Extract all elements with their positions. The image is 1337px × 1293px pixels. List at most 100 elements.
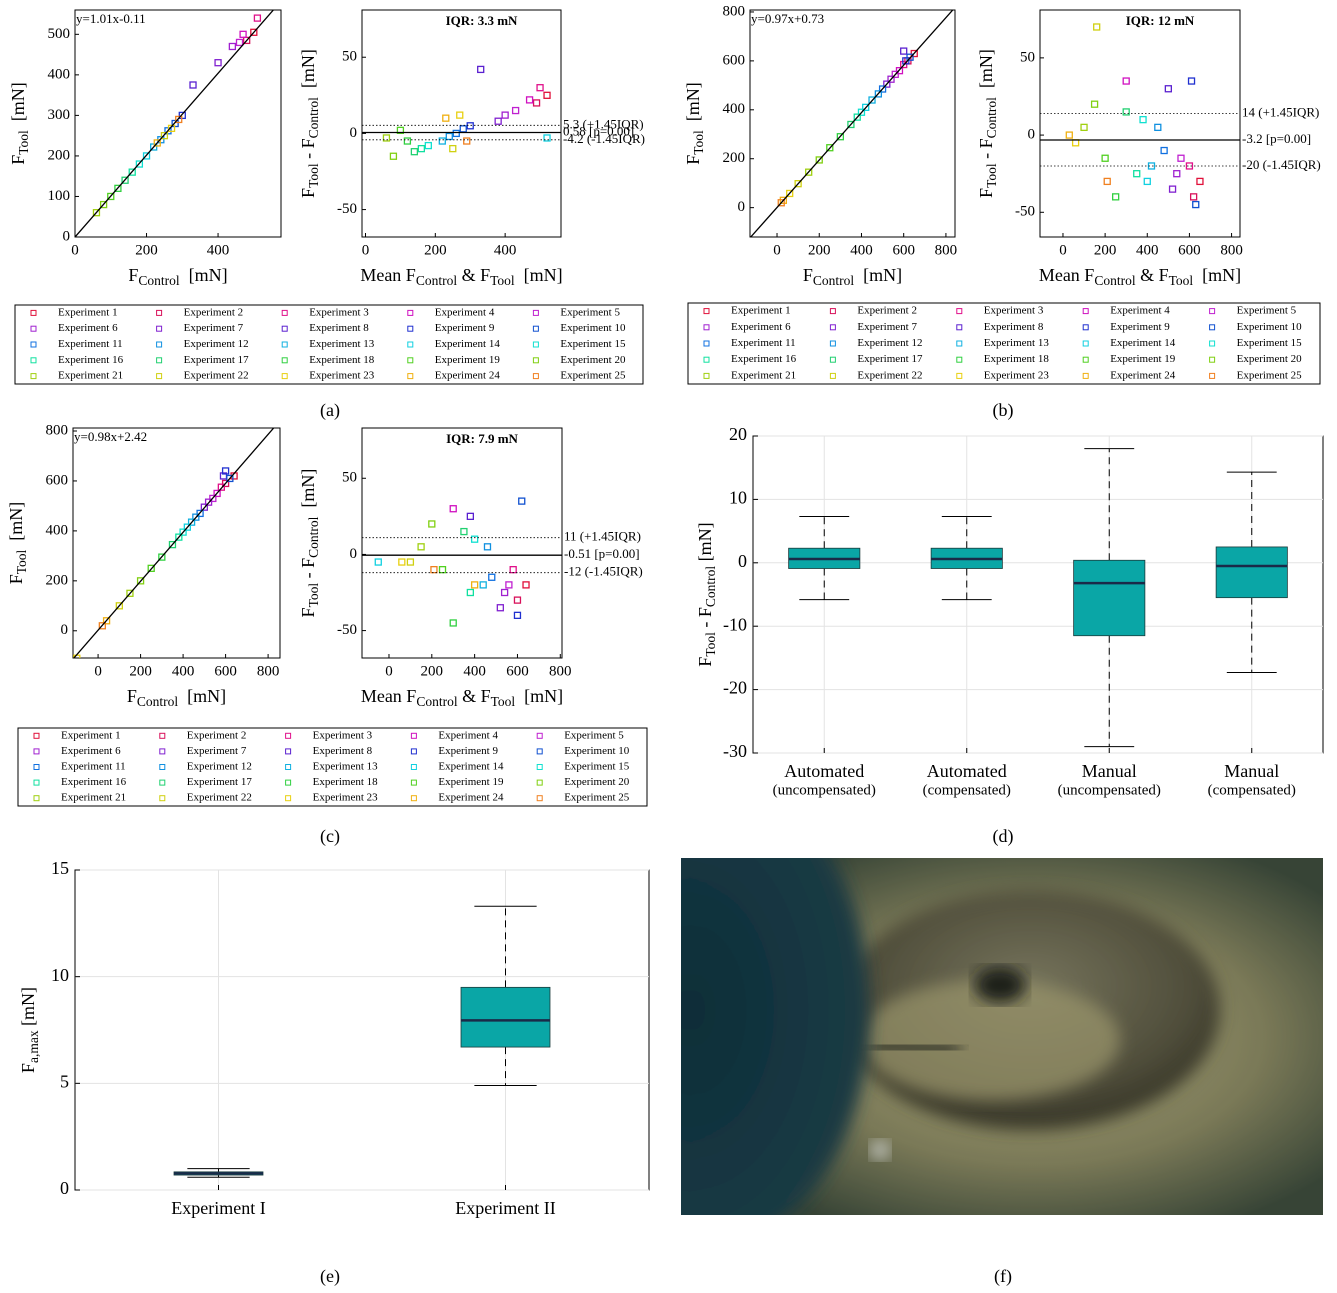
data-point: [518, 497, 526, 505]
legend-label: Experiment 21: [731, 369, 796, 381]
axis-label-subscript: Control: [306, 97, 321, 139]
legend-label: Experiment 23: [313, 792, 379, 804]
plot-area: [374, 497, 530, 627]
data-point: [826, 144, 834, 152]
axis-label: FTool [mN]: [683, 82, 706, 165]
data-point: [417, 543, 425, 551]
y-tick-label: 50: [1020, 49, 1035, 65]
data-point: [466, 122, 474, 130]
data-point: [794, 180, 802, 188]
data-point: [187, 518, 196, 526]
data-point: [99, 200, 108, 209]
legend-label: Experiment 3: [984, 305, 1044, 317]
legend-marker: [956, 324, 963, 331]
legend-label: Experiment 10: [564, 745, 630, 757]
legend-label: Experiment 9: [435, 322, 495, 334]
axis-label-subscript: Tool: [16, 130, 31, 155]
plot-area: [382, 65, 551, 160]
axes-frame: [361, 9, 562, 238]
legend-marker: [1209, 372, 1216, 379]
legend-label: Experiment 1: [61, 729, 121, 741]
legend-marker: [829, 308, 836, 315]
fit-line: [75, 10, 275, 237]
legend-label: Experiment 7: [857, 321, 917, 333]
data-point: [891, 70, 899, 78]
legend-marker: [30, 325, 37, 332]
y-tick-label: 5: [60, 1071, 69, 1091]
axis-label-part: [mN]: [695, 522, 715, 566]
data-point: [449, 505, 457, 513]
difference-title: IQR: 7.9 mN: [446, 431, 518, 446]
axes-frame: [361, 427, 563, 659]
data-point: [424, 141, 432, 150]
legend-marker: [410, 779, 417, 786]
data-point: [853, 113, 861, 121]
axis-label-part: F: [695, 657, 715, 667]
legend-marker: [956, 372, 963, 379]
legend-label: Experiment 1: [58, 306, 118, 318]
data-point: [543, 134, 551, 142]
data-point: [836, 133, 845, 141]
legend-label: Experiment 9: [438, 745, 498, 757]
legend-marker: [829, 324, 836, 331]
legend-label: Experiment 14: [435, 338, 501, 350]
data-point: [442, 114, 450, 122]
reference-label: -4.2 (-1.45IQR): [563, 131, 645, 146]
legend-label: Experiment 13: [313, 761, 379, 773]
legend-label: Experiment 17: [857, 353, 923, 365]
data-point: [906, 53, 914, 61]
legend-label: Experiment 24: [1110, 369, 1176, 381]
data-point: [1112, 193, 1120, 201]
axis-label-part: [mN]: [298, 49, 318, 97]
y-tick-label: 0: [738, 551, 747, 571]
x-tick-label: Experiment II: [455, 1198, 555, 1218]
reference-label: -20 (-1.45IQR): [1242, 157, 1321, 172]
data-point: [158, 553, 166, 561]
x-tick-label: 200: [421, 663, 444, 679]
data-point: [1143, 177, 1151, 186]
y-tick-label: 400: [48, 66, 71, 82]
legend-label: Experiment 24: [438, 792, 504, 804]
data-point: [900, 47, 908, 55]
plot-area: [750, 10, 954, 237]
axis-label-part: F: [127, 686, 137, 706]
axis-label-subscript: a,max: [26, 1030, 41, 1063]
legend-marker: [956, 308, 963, 315]
legend-marker: [532, 357, 539, 364]
y-tick-label: -30: [723, 741, 747, 761]
axis-label: FTool [mN]: [8, 82, 31, 165]
axis-label-subscript: Control: [138, 273, 180, 288]
panel-caption: (e): [320, 1266, 340, 1287]
data-point: [121, 176, 129, 184]
data-point: [221, 467, 230, 475]
data-point: [398, 558, 406, 566]
axis-label-subscript: Tool: [984, 163, 999, 188]
data-point: [815, 156, 823, 164]
data-point: [536, 84, 544, 92]
legend-marker: [285, 795, 292, 802]
legend-label: Experiment 19: [438, 776, 504, 788]
axis-label-subscript: Control: [813, 273, 855, 288]
legend-label: Experiment 19: [435, 354, 501, 366]
data-point: [452, 129, 460, 138]
axis-label-part: F: [18, 1063, 38, 1073]
data-point: [496, 604, 504, 612]
x-tick-label: 600: [214, 663, 237, 679]
legend-marker: [1209, 308, 1216, 315]
x-tick-note: (compensated): [923, 782, 1011, 798]
data-point: [1173, 170, 1181, 178]
legend-label: Experiment 16: [58, 354, 124, 366]
data-point: [128, 168, 136, 176]
axis-label-subscript: Tool: [306, 163, 321, 188]
photo-lens: [681, 858, 870, 1215]
data-point: [543, 91, 551, 99]
axis-label-part: Mean F: [1039, 265, 1095, 285]
box: [1073, 559, 1146, 637]
data-point: [217, 483, 225, 491]
legend-marker: [285, 748, 292, 755]
data-point: [488, 573, 496, 581]
data-point: [250, 28, 258, 36]
data-point: [1103, 177, 1111, 186]
plot-area: [73, 428, 275, 658]
data-point: [406, 558, 415, 566]
